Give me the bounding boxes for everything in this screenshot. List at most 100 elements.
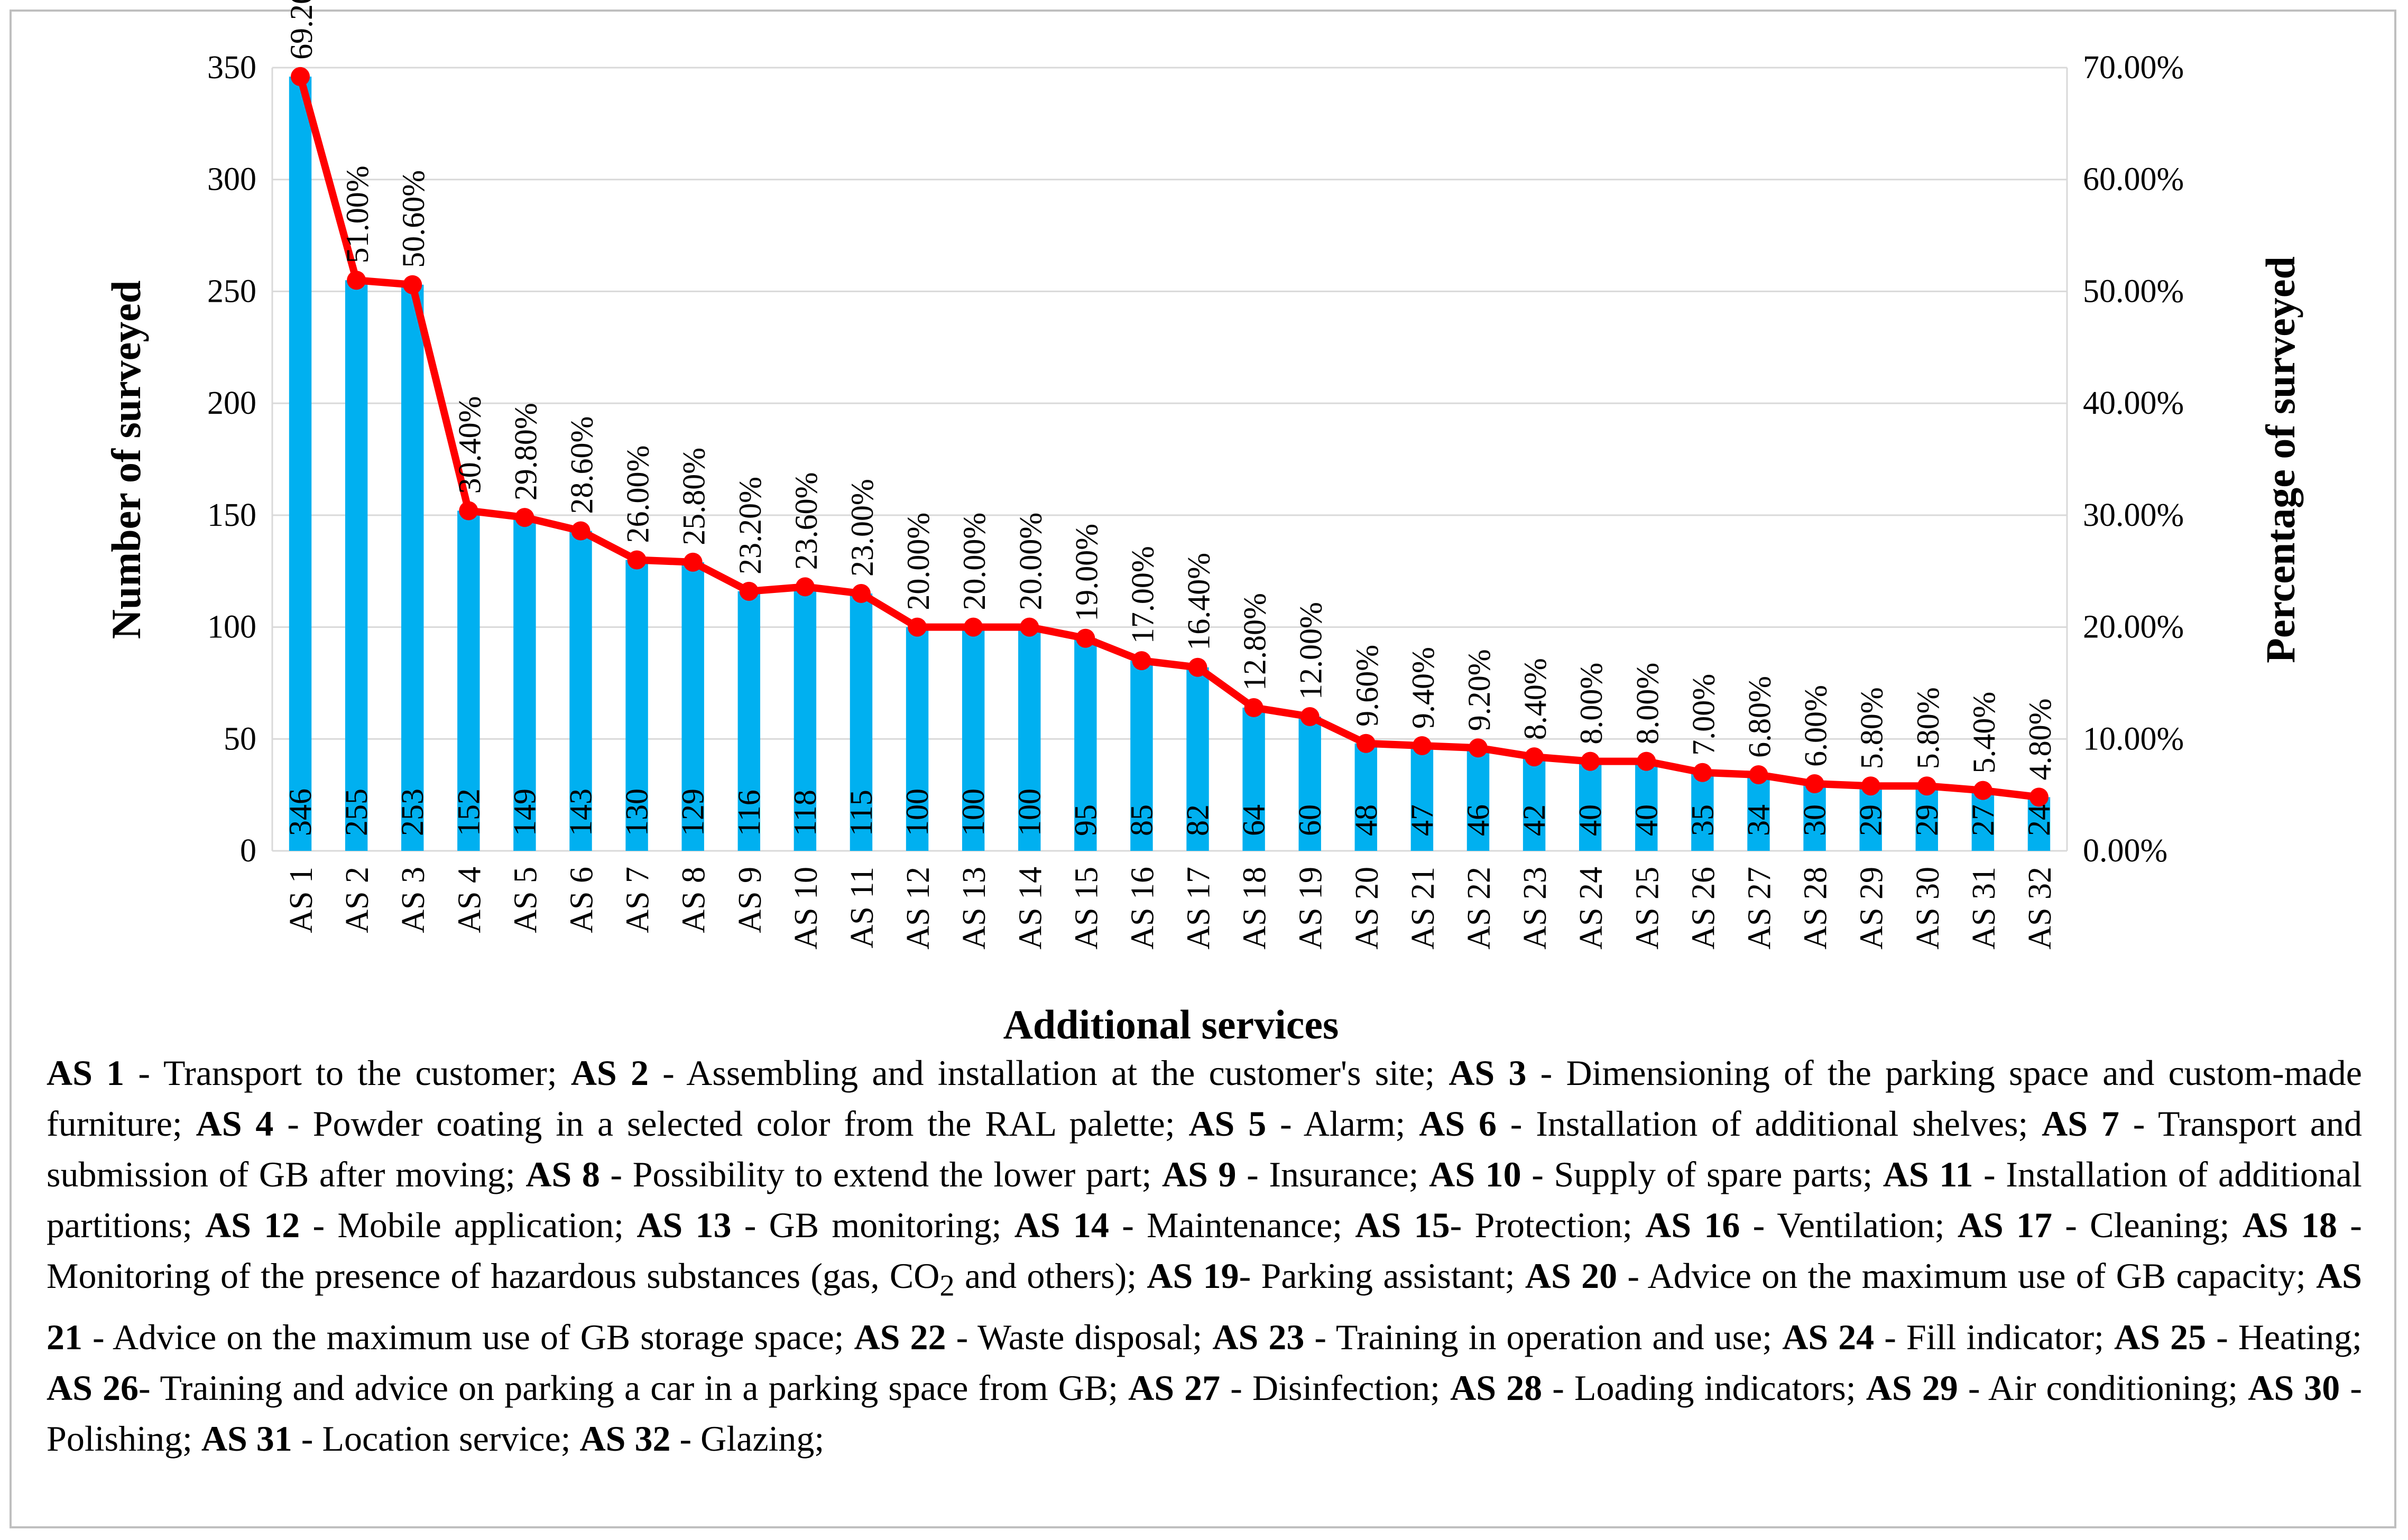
percentage-label: 5.80% [1855, 687, 1889, 769]
bar-value-label: 29 [1909, 804, 1944, 836]
percentage-point [459, 501, 478, 521]
bar-value-label: 115 [844, 790, 879, 836]
legend-entry: AS 24 - Fill indicator; [1782, 1317, 2114, 1357]
x-tick-label: AS 10 [788, 867, 824, 950]
legend-code: AS 31 [201, 1418, 292, 1459]
percentage-point [1469, 738, 1488, 758]
percentage-label: 8.00% [1574, 663, 1609, 745]
y2-tick-label: 60.00% [2083, 162, 2184, 198]
percentage-label: 26.00% [621, 446, 656, 543]
legend-code: AS 17 [1957, 1205, 2053, 1245]
chart: 346 255 253 152 149 143 130 129 116 118 115 100 100 1… [103, 0, 2303, 1047]
legend-description: Location service; [322, 1418, 580, 1459]
x-tick-label: AS 20 [1349, 867, 1385, 950]
bar [737, 591, 761, 851]
legend-entry: AS 22 - Waste disposal; [854, 1317, 1213, 1357]
legend-code: AS 21 [47, 1256, 2362, 1357]
percentage-point [515, 508, 534, 527]
legend-description: Protection; [1474, 1205, 1646, 1245]
legend-description: Heating; [2238, 1316, 2362, 1357]
legend-separator: - [82, 1316, 113, 1357]
legend-entry: AS 12 - Mobile application; [205, 1205, 636, 1245]
legend-entry: AS 17 - Cleaning; [1958, 1205, 2243, 1245]
legend-entry: AS 29 - Air conditioning; [1866, 1368, 2248, 1408]
legend-entry: AS 10 - Supply of spare parts; [1429, 1154, 1883, 1194]
percentage-point [1076, 628, 1095, 648]
bar-value-label: 82 [1180, 804, 1215, 836]
x-tick-label: AS 9 [732, 867, 768, 933]
percentage-point [1412, 736, 1432, 755]
legend-separator: - [599, 1154, 633, 1194]
percentage-label: 5.80% [1911, 687, 1945, 769]
legend-description: Polishing; [47, 1418, 201, 1459]
percentage-label: 20.00% [957, 513, 992, 610]
bar [1747, 775, 1770, 851]
legend-separator: - [1958, 1367, 1988, 1408]
bar [1354, 743, 1378, 851]
bar [1915, 786, 1938, 851]
y2-tick-label: 70.00% [2083, 50, 2184, 86]
bar-value-label: 48 [1349, 804, 1383, 836]
bar-value-label: 85 [1124, 804, 1159, 836]
percentage-label: 17.00% [1125, 546, 1160, 644]
legend-entry: AS 7 - Transport and submission of GB af… [47, 1103, 2362, 1194]
y-tick-label: 150 [207, 497, 256, 533]
percentage-point [851, 584, 871, 604]
bar-value-label: 40 [1629, 804, 1664, 836]
x-tick-label: AS 8 [676, 867, 712, 933]
y-tick-label: 300 [207, 162, 256, 198]
y-tick-label: 50 [224, 721, 256, 757]
legend-description: Installation of additional shelves; [1536, 1103, 2042, 1144]
legend-description: Powder coating in a selected color from … [312, 1103, 1189, 1144]
legend-entry: AS 11 - Installation of additional parti… [47, 1154, 2362, 1245]
bar-value-label: 130 [620, 788, 654, 836]
x-tick-label: AS 23 [1517, 867, 1553, 950]
legend-description: Possibility to extend the lower part; [632, 1154, 1163, 1194]
legend-description: Advice on the maximum use of GB capacity… [1647, 1256, 2317, 1296]
legend-code: AS 9 [1162, 1154, 1237, 1194]
bar [962, 627, 985, 851]
legend-code: AS 27 [1128, 1367, 1221, 1408]
percentage-label: 23.00% [845, 479, 880, 577]
legend-separator: - [648, 1053, 687, 1093]
legend-entry: AS 21 - Advice on the maximum use of GB … [47, 1256, 2362, 1357]
bar-value-label: 27 [1966, 804, 2000, 836]
legend-entry: AS 18 - Monitoring of the presence of ha… [47, 1205, 2362, 1303]
bar-value-label: 100 [900, 788, 935, 836]
bar [513, 517, 536, 851]
x-axis-title: Additional services [1003, 1001, 1339, 1047]
x-tick-label: AS 11 [844, 867, 880, 948]
y2-axis-title: Percentage of surveyed [2257, 256, 2303, 663]
percentage-point [1300, 707, 1320, 726]
legend-separator: - [1740, 1205, 1777, 1245]
x-tick-label: AS 25 [1629, 867, 1665, 950]
legend-description: Alarm; [1303, 1103, 1419, 1144]
y2-tick-label: 10.00% [2083, 721, 2184, 757]
legend-entry: AS 5 - Alarm; [1188, 1103, 1419, 1144]
x-tick-label: AS 18 [1237, 867, 1273, 950]
legend-code: AS 15 [1355, 1205, 1450, 1245]
percentage-point [1805, 774, 1824, 793]
percentage-label: 9.60% [1350, 645, 1385, 727]
x-tick-label: AS 16 [1124, 867, 1160, 950]
legend-separator: - [300, 1205, 338, 1245]
legend-separator: - [731, 1205, 769, 1245]
y2-tick-label: 50.00% [2083, 273, 2184, 309]
bar [345, 280, 368, 851]
bar-value-label: 40 [1573, 804, 1608, 836]
legend-code: AS 11 [1883, 1154, 1973, 1194]
legend-code: AS 6 [1419, 1103, 1497, 1144]
bar-value-label: 129 [676, 788, 711, 836]
legend-separator: - [273, 1103, 313, 1144]
bar-value-label: 60 [1293, 804, 1327, 836]
bar [1859, 786, 1882, 851]
legend-separator: - [1542, 1367, 1574, 1408]
bar-value-label: 95 [1068, 804, 1103, 836]
legend-code: AS 16 [1645, 1205, 1740, 1245]
legend-description: Glazing; [700, 1418, 825, 1459]
bar [569, 531, 592, 851]
legend-entry: AS 28 - Loading indicators; [1450, 1368, 1866, 1408]
x-tick-label: AS 26 [1685, 867, 1721, 950]
legend-entry: AS 16 - Ventilation; [1645, 1205, 1958, 1245]
legend-separator: - [2206, 1316, 2238, 1357]
